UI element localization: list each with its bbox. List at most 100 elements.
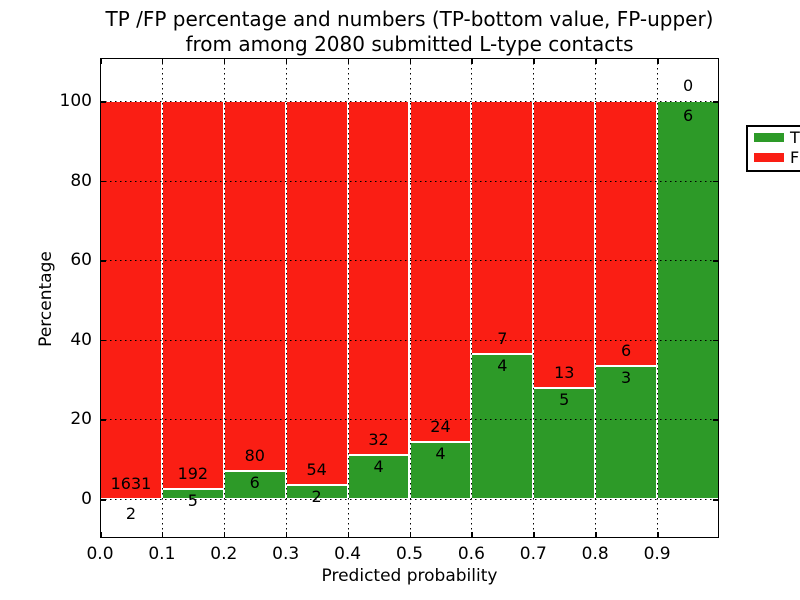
x-tick xyxy=(657,532,659,538)
tp-count-label: 4 xyxy=(435,444,446,464)
fp-bar-segment xyxy=(471,101,534,355)
y-tick-right xyxy=(713,260,719,262)
x-gridline xyxy=(347,58,349,538)
y-tick xyxy=(100,260,106,262)
y-tick-label: 0 xyxy=(81,489,92,509)
y-tick-label: 20 xyxy=(70,409,92,430)
x-tick-top xyxy=(657,58,659,64)
tp-bar-segment xyxy=(595,366,658,499)
y-tick-label: 60 xyxy=(70,250,92,271)
fp-legend-label: FP xyxy=(790,148,800,167)
x-gridline xyxy=(657,58,659,538)
x-tick-label: 0.7 xyxy=(519,544,547,564)
fp-count-label: 54 xyxy=(306,459,327,479)
y-tick xyxy=(100,180,106,183)
tp-count-label: 2 xyxy=(311,486,322,506)
tp-count-label: 3 xyxy=(621,368,632,388)
fp-count-label: 80 xyxy=(244,446,265,466)
x-tick-label: 0.0 xyxy=(86,544,114,564)
fp-count-label: 24 xyxy=(430,417,451,437)
x-tick xyxy=(100,532,102,538)
x-gridline xyxy=(161,58,163,538)
x-tick-top xyxy=(595,58,597,64)
x-tick xyxy=(533,532,535,538)
tp-legend-label: TP xyxy=(790,128,800,147)
fp-bar-segment xyxy=(285,101,348,485)
y-tick xyxy=(100,499,106,501)
tp-bar-segment xyxy=(533,388,596,499)
x-tick xyxy=(347,532,350,538)
tp-count-label: 5 xyxy=(187,490,198,510)
y-tick-label: 40 xyxy=(70,329,92,350)
x-gridline xyxy=(533,58,535,538)
y-tick xyxy=(100,339,106,342)
fp-count-label: 32 xyxy=(368,429,389,449)
fp-legend-swatch xyxy=(754,153,784,162)
tp-count-label: 6 xyxy=(249,473,260,493)
chart-title-line-1: TP /FP percentage and numbers (TP-bottom… xyxy=(105,7,714,31)
chart-title-line-2: from among 2080 submitted L-type contact… xyxy=(185,32,634,56)
x-tick xyxy=(595,532,597,538)
tp-count-label: 4 xyxy=(497,356,508,376)
fp-count-label: 13 xyxy=(554,363,575,383)
x-tick-label: 0.6 xyxy=(457,544,485,564)
tp-count-label: 6 xyxy=(682,106,694,125)
x-tick xyxy=(471,532,473,538)
x-tick xyxy=(285,532,288,538)
x-tick-label: 0.5 xyxy=(395,544,424,564)
tp-bar-segment xyxy=(223,471,286,499)
x-tick xyxy=(223,532,226,538)
x-gridline xyxy=(409,58,411,538)
legend-item-tp: TP xyxy=(748,129,800,147)
x-gridline xyxy=(285,58,287,538)
y-tick-right xyxy=(713,499,719,501)
x-tick-top xyxy=(471,58,473,64)
fp-count-label: 1631 xyxy=(110,473,152,493)
x-tick-label: 0.4 xyxy=(334,544,362,564)
y-tick xyxy=(100,101,106,103)
fp-bar-segment xyxy=(533,101,596,389)
fp-bar-segment xyxy=(347,101,410,455)
x-tick-top xyxy=(533,58,535,64)
fp-bar-segment xyxy=(100,101,162,499)
x-tick-top xyxy=(285,58,288,64)
tp-legend-swatch xyxy=(754,133,784,142)
y-tick-label: 100 xyxy=(59,91,92,111)
fp-count-label: 0 xyxy=(682,76,694,95)
x-tick-label: 0.9 xyxy=(643,544,671,564)
fp-bar-segment xyxy=(223,101,286,472)
x-axis-label: Predicted probability xyxy=(321,566,498,586)
tp-bar-segment xyxy=(347,454,410,499)
y-tick-right xyxy=(713,180,719,183)
fp-bar-segment xyxy=(409,101,472,443)
x-tick-label: 0.3 xyxy=(272,544,300,564)
axes: 1631 2 192 5 80 6 54 2 32 4 24 4 7 4 13 5 6 3 0 6 TP FP xyxy=(100,58,800,538)
legend-item-fp: FP xyxy=(748,149,800,167)
x-tick-top xyxy=(161,58,164,64)
fp-count-label: 192 xyxy=(177,463,209,483)
legend: TP FP xyxy=(746,125,800,172)
chart-title: TP /FP percentage and numbers (TP-bottom… xyxy=(100,7,719,57)
tp-bar-segment xyxy=(409,442,472,499)
tp-count-label: 4 xyxy=(373,456,384,476)
tp-bar-segment xyxy=(657,101,719,499)
x-tick-label: 0.8 xyxy=(581,544,609,564)
x-gridline xyxy=(595,58,597,538)
x-tick-label: 0.1 xyxy=(148,544,176,564)
x-tick xyxy=(409,532,411,538)
x-tick-top xyxy=(223,58,226,64)
fp-count-label: 7 xyxy=(497,329,508,349)
x-tick-top xyxy=(347,58,350,64)
fp-bar-segment xyxy=(161,101,224,489)
y-tick-right xyxy=(713,101,719,103)
tp-count-label: 5 xyxy=(559,390,570,410)
tp-count-label: 2 xyxy=(125,503,137,523)
x-gridline xyxy=(471,58,473,538)
y-tick-label: 80 xyxy=(70,170,92,191)
fp-count-label: 6 xyxy=(621,341,632,361)
y-tick-right xyxy=(713,339,719,342)
x-tick-top xyxy=(409,58,411,64)
x-tick xyxy=(161,532,164,538)
fp-bar-segment xyxy=(595,101,658,367)
